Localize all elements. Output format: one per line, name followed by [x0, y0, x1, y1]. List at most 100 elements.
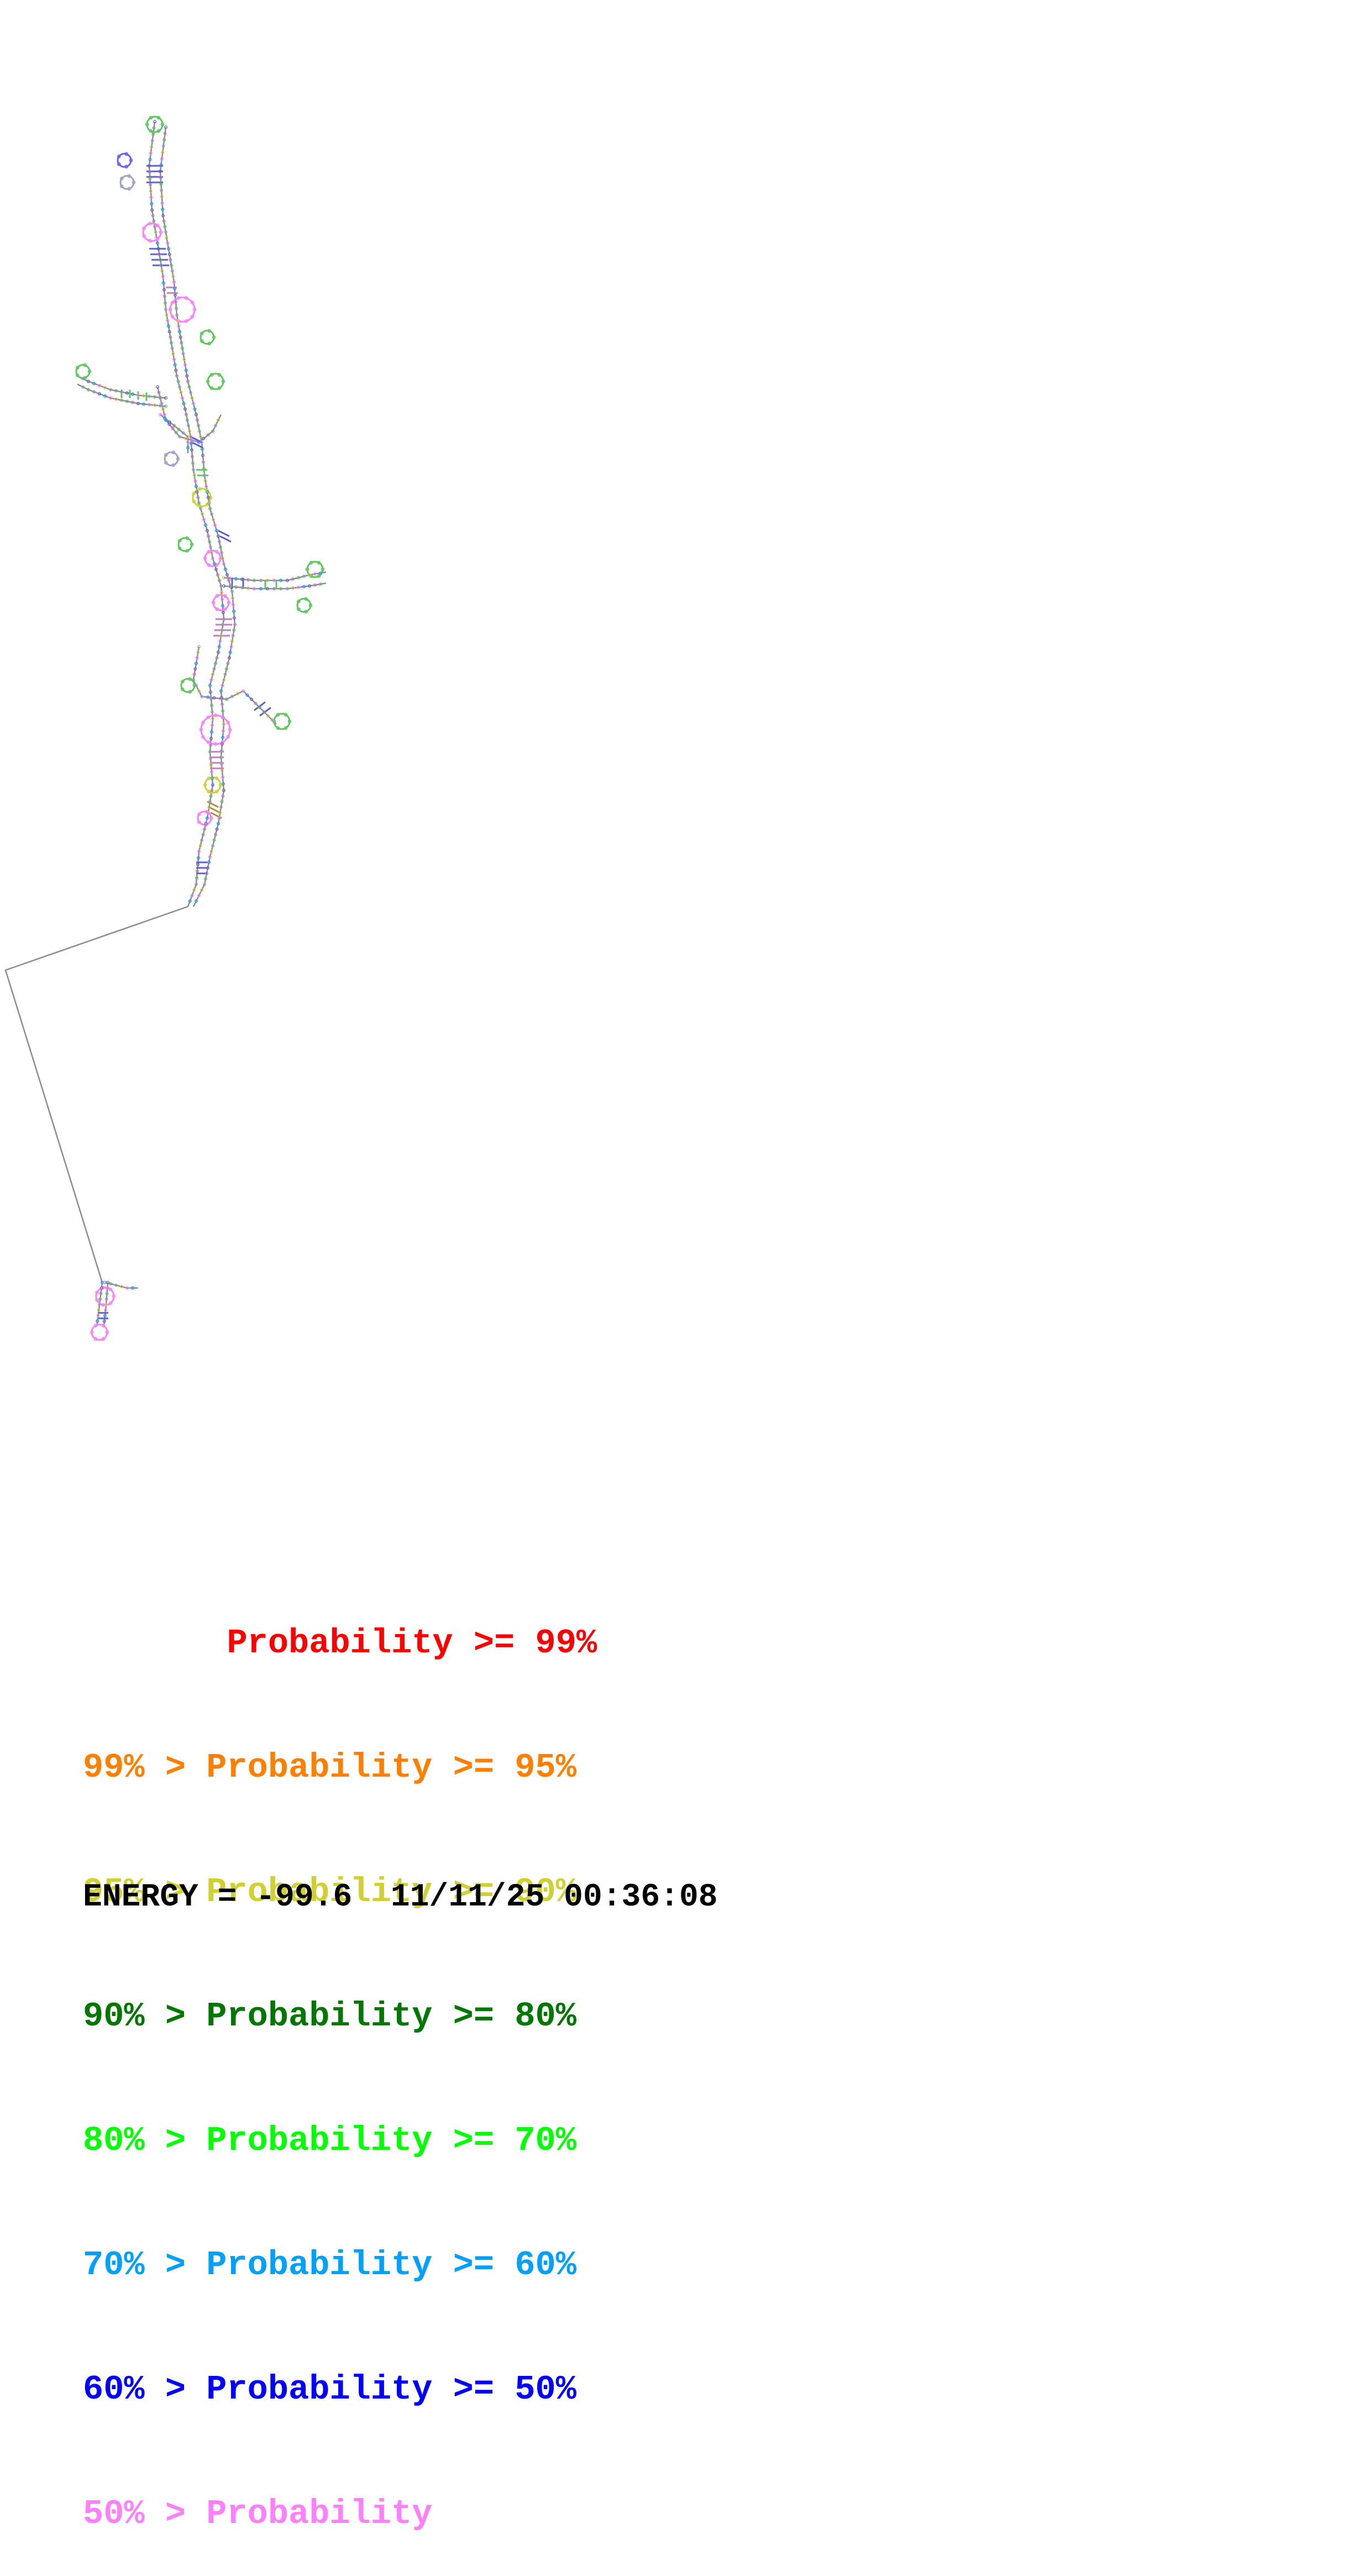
nucleotide — [171, 451, 176, 454]
nucleotide — [212, 667, 216, 671]
nucleotide — [234, 577, 238, 580]
nucleotide — [202, 437, 206, 441]
nucleotide — [313, 572, 317, 576]
nucleotide — [105, 1330, 109, 1334]
nucleotide — [120, 390, 124, 394]
hairpin-loop — [306, 561, 324, 578]
nucleotide — [103, 394, 107, 398]
nucleotide — [150, 202, 154, 206]
nucleotide — [192, 401, 196, 405]
nucleotide — [309, 561, 313, 565]
nucleotide — [155, 223, 160, 227]
nucleotide — [199, 727, 203, 732]
nucleotide — [233, 616, 237, 620]
hairpin-loop — [75, 364, 91, 379]
nucleotide — [226, 720, 230, 725]
nucleotide — [148, 239, 152, 243]
nucleotide — [192, 499, 196, 504]
nucleotide — [228, 727, 232, 732]
nucleotide — [165, 236, 169, 240]
nucleotide — [208, 540, 212, 543]
nucleotide — [201, 512, 204, 516]
nucleotide — [206, 433, 210, 437]
nucleotide — [119, 176, 124, 181]
hairpin-loop — [117, 153, 132, 168]
nucleotide — [284, 726, 288, 730]
right-branch — [223, 571, 327, 582]
nucleotide — [297, 599, 301, 604]
nucleotide — [213, 742, 218, 746]
nucleotide — [196, 495, 200, 499]
nucleotide — [202, 517, 206, 521]
nucleotide — [221, 622, 225, 626]
nucleotide — [224, 567, 228, 571]
legend-entry-50: 60% > Probability >= 50% — [83, 2370, 576, 2409]
nucleotide — [185, 549, 190, 553]
nucleotide — [228, 584, 232, 588]
nucleotide — [159, 264, 163, 268]
internal-loop — [95, 1286, 115, 1306]
nucleotide — [197, 501, 201, 505]
nucleotide — [207, 563, 211, 567]
nucleotide — [186, 446, 190, 449]
nucleotide — [204, 821, 208, 825]
nucleotide — [210, 512, 214, 516]
nucleotide — [192, 468, 196, 472]
nucleotide — [161, 144, 165, 148]
rna-secondary-structure — [4, 116, 327, 1341]
nucleotide — [221, 683, 224, 687]
multiloop-2 — [192, 646, 244, 700]
nucleotide — [270, 718, 274, 722]
nucleotide — [206, 866, 210, 870]
nucleotide — [228, 650, 232, 654]
nucleotide — [188, 677, 192, 681]
nucleotide — [304, 610, 308, 614]
nucleotide — [197, 820, 201, 824]
nucleotide — [219, 805, 223, 809]
nucleotide — [196, 862, 200, 866]
nucleotide — [211, 776, 214, 780]
nucleotide — [197, 849, 201, 853]
nucleotide — [307, 573, 311, 577]
nucleotide — [217, 650, 221, 654]
nucleotide — [207, 342, 212, 345]
nucleotide — [191, 438, 195, 442]
nucleotide — [226, 735, 230, 739]
nucleotide — [201, 720, 205, 725]
nucleotide — [218, 783, 223, 787]
nucleotide — [180, 679, 185, 684]
nucleotide — [266, 578, 270, 582]
nucleotide — [231, 633, 235, 637]
nucleotide — [213, 562, 217, 566]
nucleotide — [149, 151, 153, 155]
nucleotide — [202, 467, 206, 470]
nucleotide — [266, 714, 270, 718]
nucleotide — [92, 381, 96, 385]
nucleotide — [137, 401, 140, 405]
legend-entry-90: 95% > Probability >= 90% — [83, 1872, 576, 1912]
nucleotide — [195, 661, 198, 665]
nucleotide — [182, 401, 186, 405]
nucleotide — [174, 300, 178, 303]
nucleotide — [209, 386, 214, 390]
hairpin-loop — [146, 116, 164, 133]
hairpin-loop — [177, 537, 193, 552]
nucleotide — [181, 396, 185, 400]
nucleotide — [165, 313, 169, 317]
nucleotide — [226, 661, 230, 665]
nucleotide — [109, 396, 113, 400]
nucleotide — [266, 587, 270, 590]
nucleotide — [209, 690, 213, 694]
nucleotide — [225, 573, 229, 577]
nucleotide — [184, 368, 188, 372]
nucleotide — [162, 287, 166, 291]
nucleotide — [230, 639, 234, 643]
nucleotide — [108, 1301, 113, 1305]
nucleotide — [120, 398, 124, 402]
nucleotide — [204, 523, 208, 527]
nucleotide — [222, 722, 226, 726]
nucleotide — [199, 506, 203, 510]
nucleotide — [210, 788, 214, 792]
nucleotide — [245, 693, 249, 697]
nucleotide — [96, 1314, 100, 1318]
